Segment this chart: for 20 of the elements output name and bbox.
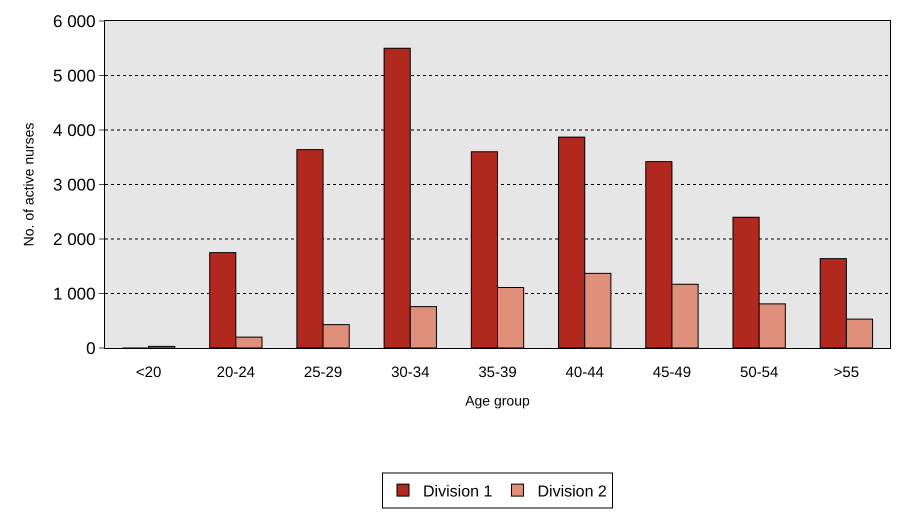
y-tick-label: 3 000 bbox=[53, 175, 96, 194]
x-tick-label: 40-44 bbox=[566, 364, 604, 381]
y-axis-title: No. of active nurses bbox=[20, 122, 37, 246]
y-tick-label: 1 000 bbox=[53, 284, 96, 304]
x-tick-label: 45-49 bbox=[652, 364, 692, 381]
x-tick-label: 35-39 bbox=[478, 364, 517, 381]
x-tick-label: <20 bbox=[136, 364, 162, 381]
x-tick-label: >55 bbox=[834, 364, 860, 381]
x-axis-title: Age group bbox=[465, 392, 530, 408]
x-tick-label: 25-29 bbox=[304, 364, 342, 381]
y-tick-label: 4 000 bbox=[53, 120, 96, 140]
y-tick-label: 0 bbox=[86, 338, 96, 358]
x-tick-label: 20-24 bbox=[216, 364, 256, 381]
legend-label: Division 2 bbox=[537, 483, 607, 500]
y-tick-label: 2 000 bbox=[53, 230, 96, 249]
x-tick-label: 30-34 bbox=[391, 364, 430, 381]
x-tick-label: 50-54 bbox=[740, 364, 778, 381]
y-tick-label: 5 000 bbox=[53, 66, 96, 86]
legend-label: Division 1 bbox=[423, 483, 492, 500]
y-tick-label: 6 000 bbox=[53, 12, 96, 31]
